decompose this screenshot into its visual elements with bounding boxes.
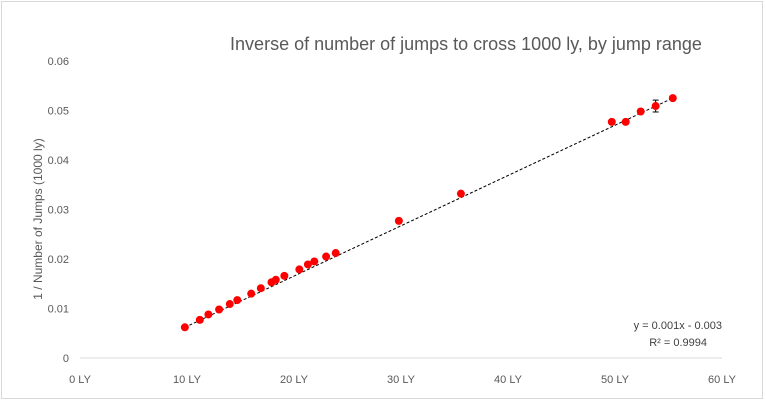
y-tick-label: 0.03 <box>48 205 69 217</box>
data-point <box>271 275 280 284</box>
data-point <box>204 310 213 319</box>
y-tick-label: 0.01 <box>48 304 69 316</box>
trendline <box>184 97 673 328</box>
data-point <box>331 249 340 258</box>
data-point <box>280 271 289 280</box>
data-point <box>215 305 224 314</box>
y-tick-label: 0.05 <box>48 106 69 118</box>
y-tick-labels: 0 0.01 0.02 0.03 0.04 0.05 0.06 <box>48 56 69 365</box>
y-tick-label: 0.04 <box>48 155 69 167</box>
chart-title: Inverse of number of jumps to cross 1000… <box>230 34 702 54</box>
x-tick-label: 40 LY <box>494 374 523 386</box>
data-point <box>256 284 265 293</box>
data-point <box>225 300 234 309</box>
x-tick-label: 0 LY <box>69 374 91 386</box>
data-point <box>394 216 403 225</box>
x-tick-label: 10 LY <box>173 374 202 386</box>
data-point <box>303 260 312 269</box>
trendline-equation: y = 0.001x - 0.003 <box>634 320 722 332</box>
data-point <box>195 315 204 324</box>
data-point <box>180 323 189 332</box>
data-point <box>295 265 304 274</box>
x-tick-label: 60 LY <box>708 374 737 386</box>
x-tick-label: 20 LY <box>280 374 309 386</box>
data-points <box>180 94 677 332</box>
y-axis-title: 1 / Number of Jumps (1000 ly) <box>31 138 45 299</box>
data-point <box>651 102 660 111</box>
y-tick-label: 0.06 <box>48 56 69 68</box>
x-tick-label: 50 LY <box>601 374 630 386</box>
data-point <box>310 257 319 266</box>
data-point <box>668 94 677 103</box>
data-point <box>233 296 242 305</box>
data-point <box>322 252 331 261</box>
x-tick-label: 30 LY <box>387 374 416 386</box>
y-tick-label: 0 <box>63 353 69 365</box>
y-tick-label: 0.02 <box>48 254 69 266</box>
data-point <box>247 289 256 298</box>
data-point <box>607 117 616 126</box>
data-point <box>621 117 630 126</box>
data-point <box>456 189 465 198</box>
x-tick-labels: 0 LY 10 LY 20 LY 30 LY 40 LY 50 LY 60 LY <box>69 374 737 386</box>
trendline-r-squared: R² = 0.9994 <box>649 337 707 349</box>
data-point <box>636 107 645 116</box>
